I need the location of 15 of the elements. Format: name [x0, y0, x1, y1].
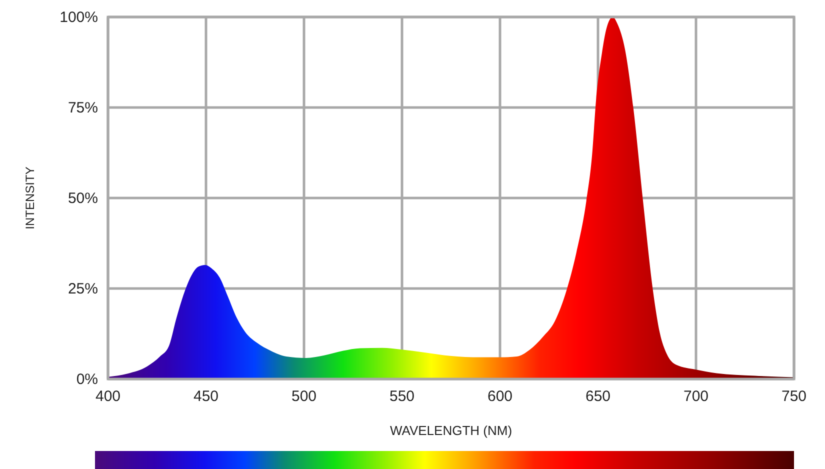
x-tick-label: 650 [585, 388, 611, 405]
y-tick-label: 50% [68, 190, 98, 207]
y-tick-label: 0% [76, 371, 98, 388]
x-tick-label: 700 [683, 388, 709, 405]
x-tick-label: 500 [291, 388, 317, 405]
y-tick-label: 75% [68, 100, 98, 116]
x-tick-label: 750 [781, 388, 807, 405]
y-axis-title: INTENSITY [23, 166, 37, 230]
y-tick-label: 100% [60, 9, 98, 26]
x-axis-title: WAVELENGTH (NM) [390, 423, 512, 438]
x-tick-label: 600 [487, 388, 513, 405]
x-tick-label: 400 [95, 388, 121, 405]
x-tick-label: 450 [193, 388, 219, 405]
x-tick-label: 550 [389, 388, 415, 405]
y-tick-label: 25% [68, 280, 98, 298]
